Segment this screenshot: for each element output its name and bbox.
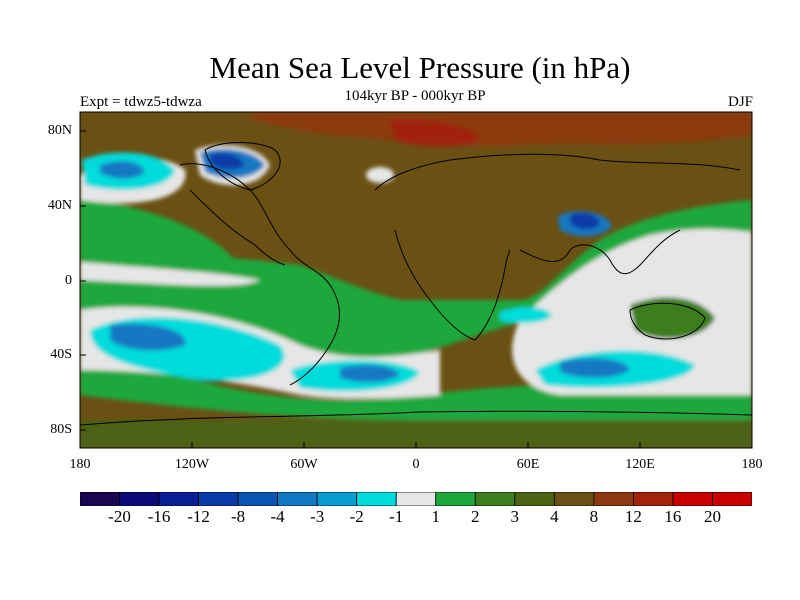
lon-label: 0 xyxy=(412,457,420,472)
colorbar-label: 8 xyxy=(589,507,599,526)
lon-label: 120W xyxy=(174,457,210,472)
lon-label: 180 xyxy=(69,457,91,472)
colorbar-box xyxy=(119,492,160,506)
colorbar-label: -12 xyxy=(187,507,210,526)
colorbar-label: 1 xyxy=(431,507,441,526)
colorbar-box xyxy=(198,492,239,506)
colorbar-label: -3 xyxy=(310,507,325,526)
colorbar-label: -8 xyxy=(231,507,246,526)
colorbar-label: 20 xyxy=(704,507,721,526)
colorbar-label: -4 xyxy=(270,507,285,526)
experiment-label: Expt = tdwz5-tdwza xyxy=(80,94,202,110)
colorbar-box xyxy=(158,492,199,506)
colorbar-box xyxy=(553,492,595,506)
zone-dark-blue xyxy=(570,213,600,230)
zone-dark-blue xyxy=(210,153,245,170)
lat-label: 40S xyxy=(50,347,72,362)
map-ticks xyxy=(80,130,641,448)
zone-cyan xyxy=(500,307,552,324)
coastline-eurasia xyxy=(374,153,741,191)
coastline-africa xyxy=(394,229,511,341)
zone-green xyxy=(80,340,752,423)
colorbar-box xyxy=(514,492,555,506)
colorbar xyxy=(80,492,752,506)
colorbar-box xyxy=(277,492,318,506)
colorbar-label: 4 xyxy=(550,507,559,526)
colorbar-box xyxy=(672,492,713,506)
zone-blue xyxy=(110,323,186,351)
zone-blue xyxy=(340,364,400,383)
season-label: DJF xyxy=(727,94,753,110)
coastline-antarctica xyxy=(80,410,752,426)
zone-white xyxy=(366,167,394,183)
lon-label: 60W xyxy=(290,457,318,472)
lat-label: 40N xyxy=(47,198,72,213)
colorbar-box xyxy=(80,492,120,506)
colorbar-box xyxy=(237,492,279,506)
colorbar-label: -20 xyxy=(108,507,131,526)
zone-dark-red xyxy=(390,119,480,147)
lon-label: 60E xyxy=(516,457,540,472)
colorbar-label: 12 xyxy=(624,507,642,526)
lat-label: 0 xyxy=(65,273,72,288)
colorbar-label: 3 xyxy=(510,507,520,526)
zone-olive xyxy=(630,297,715,339)
colorbar-box xyxy=(593,492,634,506)
coastline-australia xyxy=(629,302,706,340)
colorbar-box xyxy=(712,492,752,506)
lat-label: 80S xyxy=(50,422,72,437)
coastline-greenland xyxy=(204,142,281,191)
zone-blue xyxy=(560,358,630,378)
lon-label: 120E xyxy=(625,457,655,472)
coastline-americas xyxy=(189,189,286,266)
zone-red xyxy=(250,112,752,147)
zone-blue xyxy=(100,160,145,179)
colorbar-box xyxy=(435,492,476,506)
map-field xyxy=(80,112,752,448)
coastline-asia xyxy=(519,229,681,275)
colorbar-label: -1 xyxy=(389,507,404,526)
colorbar-box xyxy=(474,492,516,506)
lat-label: 80N xyxy=(47,123,72,138)
zone-white xyxy=(80,262,260,286)
coastlines xyxy=(80,142,752,426)
colorbar-label: 2 xyxy=(471,507,480,526)
colorbar-box xyxy=(633,492,674,506)
colorbar-label: -16 xyxy=(147,507,171,526)
coastline-americas xyxy=(179,163,340,386)
colorbar-box xyxy=(356,492,397,506)
map-title: Mean Sea Level Pressure (in hPa) xyxy=(209,50,631,85)
colorbar-label: -2 xyxy=(349,507,364,526)
colorbar-box xyxy=(316,492,358,506)
lon-label: 180 xyxy=(741,457,763,472)
zone-dark-olive xyxy=(80,420,752,448)
colorbar-box xyxy=(395,492,437,506)
map-subtitle: 104kyr BP - 000kyr BP xyxy=(344,88,486,104)
colorbar-label: 16 xyxy=(664,507,682,526)
